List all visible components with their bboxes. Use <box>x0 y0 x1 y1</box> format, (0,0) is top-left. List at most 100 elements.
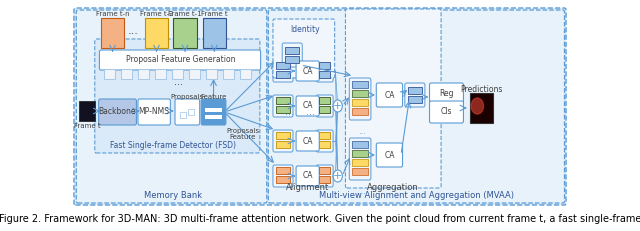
Bar <box>276 71 290 78</box>
FancyBboxPatch shape <box>316 95 333 117</box>
Bar <box>353 150 368 157</box>
Text: Predictions: Predictions <box>460 85 502 94</box>
Text: ...: ... <box>128 26 139 36</box>
FancyBboxPatch shape <box>429 101 463 123</box>
FancyBboxPatch shape <box>282 43 302 67</box>
Bar <box>353 159 368 166</box>
Bar <box>319 132 330 139</box>
Bar <box>319 97 330 104</box>
Text: CA: CA <box>303 171 313 180</box>
Bar <box>353 141 368 148</box>
Text: Frame t: Frame t <box>201 11 228 17</box>
FancyBboxPatch shape <box>316 165 333 187</box>
Bar <box>276 167 290 174</box>
Bar <box>319 141 330 148</box>
Bar <box>172 69 182 79</box>
Bar <box>353 90 368 97</box>
Bar <box>276 176 290 183</box>
FancyBboxPatch shape <box>349 78 371 120</box>
Bar <box>276 62 290 69</box>
FancyBboxPatch shape <box>201 99 226 125</box>
Text: ...: ... <box>358 188 365 197</box>
Bar <box>285 47 299 54</box>
Bar <box>408 96 422 103</box>
Text: Fast Single-frame Detector (FSD): Fast Single-frame Detector (FSD) <box>111 142 236 151</box>
FancyBboxPatch shape <box>316 60 333 82</box>
Text: MP-NMS: MP-NMS <box>139 107 170 116</box>
FancyBboxPatch shape <box>346 9 441 188</box>
Text: Memory Bank: Memory Bank <box>145 191 202 201</box>
Text: Frame t-n: Frame t-n <box>96 11 129 17</box>
Text: Backbone: Backbone <box>99 107 136 116</box>
Bar <box>319 176 330 183</box>
Text: Figure 2. Framework for 3D-MAN: 3D multi-frame attention network. Given the poin: Figure 2. Framework for 3D-MAN: 3D multi… <box>0 214 640 224</box>
FancyBboxPatch shape <box>175 99 200 125</box>
Text: ...: ... <box>285 107 294 117</box>
FancyBboxPatch shape <box>296 131 319 151</box>
FancyBboxPatch shape <box>296 96 319 116</box>
FancyBboxPatch shape <box>405 83 425 107</box>
Text: ...: ... <box>358 128 365 137</box>
Circle shape <box>333 170 342 182</box>
Text: +: + <box>333 171 342 181</box>
FancyBboxPatch shape <box>429 83 463 105</box>
Bar <box>188 109 195 115</box>
Bar <box>408 87 422 94</box>
Bar <box>101 18 124 48</box>
Text: CA: CA <box>303 67 313 76</box>
FancyBboxPatch shape <box>76 10 267 203</box>
Bar <box>173 18 196 48</box>
FancyBboxPatch shape <box>99 99 136 125</box>
Bar <box>180 112 186 118</box>
FancyBboxPatch shape <box>273 130 293 152</box>
Bar <box>240 69 251 79</box>
Bar <box>189 69 200 79</box>
FancyBboxPatch shape <box>296 166 319 186</box>
FancyBboxPatch shape <box>74 8 566 205</box>
FancyBboxPatch shape <box>273 60 293 82</box>
FancyBboxPatch shape <box>316 130 333 152</box>
FancyBboxPatch shape <box>376 143 403 167</box>
Text: Aggregation: Aggregation <box>367 183 419 192</box>
Bar <box>353 168 368 175</box>
Bar <box>276 141 290 148</box>
Bar <box>319 167 330 174</box>
Bar <box>276 132 290 139</box>
Text: Proposals: Proposals <box>227 128 259 134</box>
Bar <box>319 106 330 113</box>
Text: Frame t-2: Frame t-2 <box>140 11 173 17</box>
Bar <box>285 56 299 63</box>
Text: Multi-view Alignment and Aggregation (MVAA): Multi-view Alignment and Aggregation (MV… <box>319 191 514 201</box>
Circle shape <box>333 100 342 112</box>
Bar <box>203 18 226 48</box>
Bar <box>121 69 132 79</box>
Text: Identity: Identity <box>290 24 319 33</box>
Bar <box>276 106 290 113</box>
Bar <box>353 99 368 106</box>
FancyBboxPatch shape <box>95 39 260 153</box>
FancyBboxPatch shape <box>99 50 260 70</box>
Circle shape <box>471 98 483 114</box>
Bar <box>319 71 330 78</box>
Text: CA: CA <box>384 151 395 159</box>
Bar <box>205 115 222 119</box>
Text: Reg: Reg <box>439 89 454 98</box>
Text: CA: CA <box>303 101 313 110</box>
Text: CA: CA <box>384 91 395 100</box>
Text: Proposals: Proposals <box>171 94 204 100</box>
Bar <box>223 69 234 79</box>
Text: Proposal Feature Generation: Proposal Feature Generation <box>125 55 235 64</box>
Bar <box>79 101 95 121</box>
Text: Frame t-1: Frame t-1 <box>168 11 202 17</box>
FancyBboxPatch shape <box>138 99 170 125</box>
Bar <box>155 69 166 79</box>
Text: Feature: Feature <box>200 94 227 100</box>
FancyBboxPatch shape <box>376 83 403 107</box>
Text: CA: CA <box>303 137 313 146</box>
Bar <box>138 69 148 79</box>
Text: Alignment: Alignment <box>286 183 330 192</box>
FancyBboxPatch shape <box>273 19 335 78</box>
FancyBboxPatch shape <box>268 10 564 203</box>
FancyBboxPatch shape <box>273 95 293 117</box>
Bar <box>206 69 217 79</box>
